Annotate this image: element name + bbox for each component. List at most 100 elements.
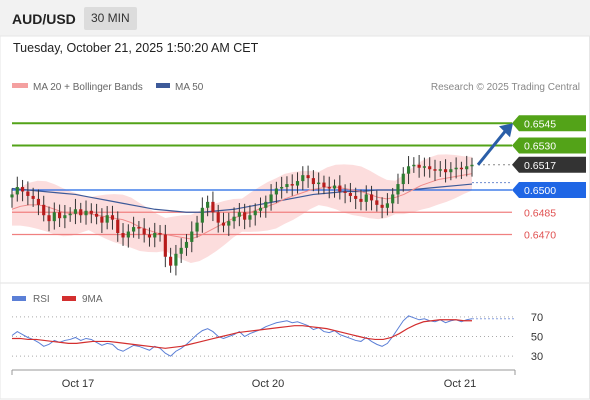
candle-body	[433, 169, 437, 171]
ma20-line	[11, 173, 473, 240]
candle-body	[147, 234, 152, 238]
forecast-arrow-shaft	[476, 129, 508, 166]
candle-body	[132, 227, 136, 232]
level-label-0.6470: 0.6470	[524, 230, 556, 242]
rsi-ma-legend-swatch	[62, 296, 76, 301]
candle-body	[89, 210, 93, 214]
candle-body	[184, 241, 189, 248]
x-tick-label: Oct 21	[444, 378, 476, 390]
rsi-legend-swatch	[12, 296, 26, 301]
timeframe-button[interactable]: 30 MIN	[84, 7, 137, 30]
candle-body	[322, 182, 326, 188]
rsi-ma-line	[12, 319, 472, 349]
candle-body	[401, 173, 405, 185]
candle-body	[406, 166, 411, 174]
level-label-0.6530: 0.6530	[524, 141, 556, 153]
candle-body	[438, 169, 442, 171]
rsi-legend-label: RSI	[33, 294, 50, 305]
candle-body	[359, 198, 363, 202]
candle-body	[338, 185, 342, 192]
candle-body	[465, 166, 469, 170]
candle-body	[258, 207, 263, 211]
level-label-0.6517: 0.6517	[524, 160, 556, 172]
candle-body	[42, 204, 46, 216]
candle-body	[73, 209, 78, 214]
candle-body	[63, 215, 67, 219]
level-tag-0.6500	[512, 182, 586, 198]
candle-body	[232, 216, 236, 222]
rsi-tick-70: 70	[531, 312, 543, 324]
candle-body	[470, 164, 474, 167]
source-credit: Research © 2025 Trading Central	[431, 82, 580, 93]
candle-body	[311, 178, 315, 185]
candle-body	[385, 203, 389, 208]
candle-body	[116, 219, 120, 234]
candle-body	[343, 191, 347, 193]
x-tick-label: Oct 20	[252, 378, 284, 390]
level-tag-0.6545	[512, 115, 586, 132]
candle-body	[391, 194, 395, 204]
candle-body	[142, 228, 146, 235]
candle-body	[195, 222, 199, 232]
ma20-legend-label: MA 20 + Bollinger Bands	[33, 82, 143, 93]
candle-body	[163, 234, 167, 257]
candle-body	[264, 201, 268, 208]
candle-body	[216, 212, 220, 223]
candle-body	[422, 166, 426, 168]
candle-body	[248, 215, 252, 220]
candle-body	[253, 210, 257, 216]
candle-body	[52, 212, 56, 222]
candle-body	[396, 184, 400, 195]
candle-body	[105, 215, 109, 223]
candle-body	[428, 166, 432, 170]
candle-body	[375, 200, 379, 205]
candle-body	[364, 194, 368, 202]
candle-body	[20, 187, 25, 192]
candle-body	[412, 164, 416, 167]
level-label-0.6500: 0.6500	[524, 185, 556, 197]
ma20-legend-swatch	[12, 83, 28, 88]
candle-body	[306, 175, 310, 179]
candle-body	[58, 212, 62, 219]
candle-body	[153, 233, 157, 238]
forecast-arrow-head	[499, 123, 513, 138]
level-tag-0.6517	[512, 156, 586, 173]
candle-body	[454, 167, 458, 170]
candle-body	[243, 212, 247, 220]
candle-body	[15, 187, 19, 195]
level-label-0.6545: 0.6545	[524, 118, 556, 130]
instrument-title: AUD/USD	[12, 11, 76, 27]
candle-body	[121, 233, 125, 238]
candle-body	[200, 207, 204, 223]
candle-body	[227, 221, 231, 226]
candle-body	[332, 185, 337, 189]
candle-body	[174, 253, 178, 266]
candle-body	[459, 167, 464, 170]
candle-body	[36, 198, 41, 205]
candle-body	[68, 213, 72, 216]
candle-body	[179, 247, 183, 254]
candle-body	[158, 233, 162, 235]
level-tag-0.6530	[512, 137, 586, 154]
timestamp: Tuesday, October 21, 2025 1:50:20 AM CET	[13, 41, 259, 55]
candle-body	[354, 195, 358, 199]
candle-body	[380, 204, 384, 208]
candle-body	[126, 231, 130, 238]
candle-body	[137, 227, 141, 229]
candle-body	[110, 215, 115, 220]
candle-body	[221, 222, 226, 226]
rsi-tick-30: 30	[531, 351, 543, 363]
candle-body	[47, 215, 51, 222]
candle-body	[327, 187, 331, 189]
candle-body	[301, 175, 305, 182]
candle-body	[237, 212, 241, 217]
rsi-tick-50: 50	[531, 332, 543, 344]
candle-body	[274, 188, 278, 195]
ma50-legend-label: MA 50	[175, 82, 204, 93]
candle-body	[10, 194, 14, 198]
candle-body	[417, 164, 421, 168]
candle-body	[211, 201, 215, 213]
candle-body	[269, 194, 273, 202]
candle-body	[348, 192, 352, 196]
